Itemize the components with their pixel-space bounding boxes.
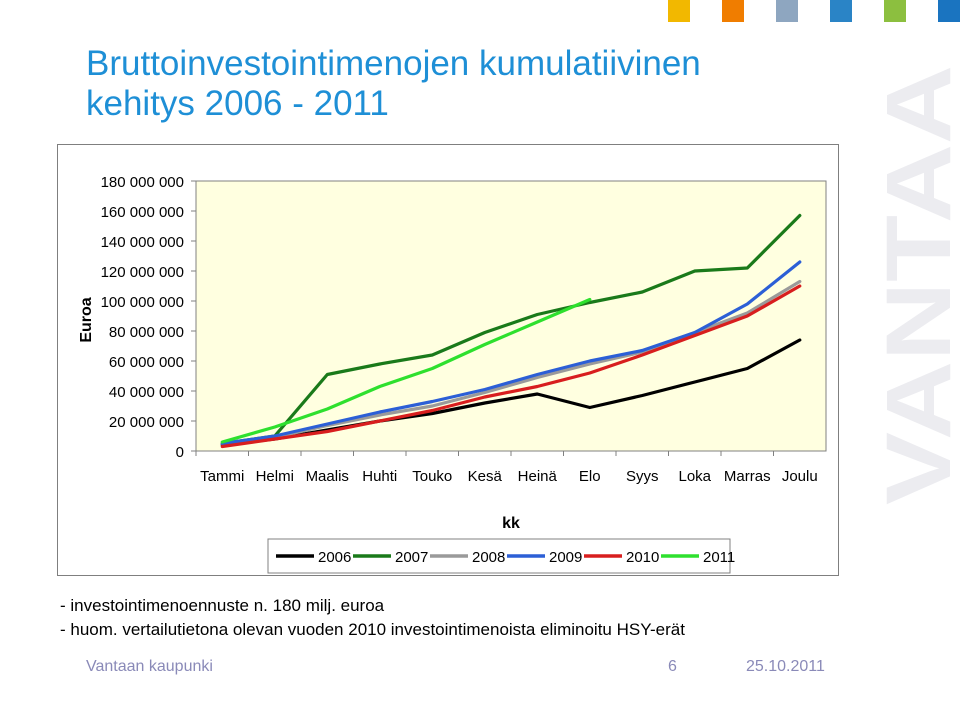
- chart-area: 0 20 000 000 40 000 000 60 000 000 80 000 00…: [57, 144, 839, 576]
- y-tick-label: 140 000 000: [101, 234, 184, 251]
- brand-square: [830, 0, 852, 22]
- x-tick-label: Touko: [412, 468, 452, 485]
- watermark-text: VANTAA: [872, 65, 960, 505]
- footer-page-number: 6: [668, 658, 677, 675]
- legend-label: 2008: [472, 549, 505, 566]
- y-axis-label: Euroa: [78, 297, 95, 342]
- y-tick-label: 120 000 000: [101, 264, 184, 281]
- brand-square: [884, 0, 906, 22]
- x-tick-label: Loka: [678, 468, 711, 485]
- x-tick-label: Marras: [724, 468, 771, 485]
- x-tick-label: Syys: [626, 468, 659, 485]
- legend-label: 2010: [626, 549, 659, 566]
- legend-label: 2009: [549, 549, 582, 566]
- x-tick-label: Huhti: [362, 468, 397, 485]
- y-tick-label: 60 000 000: [109, 354, 184, 371]
- notes: - investointimenoennuste n. 180 milj. eu…: [60, 594, 685, 642]
- x-tick-label: Elo: [579, 468, 601, 485]
- title-line-2: kehitys 2006 - 2011: [86, 84, 389, 123]
- y-tick-label: 180 000 000: [101, 174, 184, 191]
- x-tick-label: Maalis: [306, 468, 349, 485]
- y-tick-label: 0: [176, 444, 184, 461]
- title-line-1: Bruttoinvestointimenojen kumulatiivinen: [86, 44, 701, 83]
- footer-org: Vantaan kaupunki: [86, 658, 213, 675]
- legend-label: 2007: [395, 549, 428, 566]
- series-line-2010: [220, 284, 802, 449]
- x-tick-label: Joulu: [782, 468, 818, 485]
- x-tick-label: Helmi: [256, 468, 294, 485]
- x-tick-label: Kesä: [468, 468, 503, 485]
- y-tick-label: 20 000 000: [109, 414, 184, 431]
- x-tick-label: Tammi: [200, 468, 244, 485]
- footer-date: 25.10.2011: [746, 658, 825, 675]
- legend-label: 2006: [318, 549, 351, 566]
- x-axis-label: kk: [502, 515, 520, 532]
- brand-color-squares: [640, 0, 960, 24]
- series-line-2009: [220, 260, 802, 446]
- legend-box: [267, 538, 731, 574]
- vantaa-watermark-logo: VANTAA: [872, 65, 960, 505]
- brand-square: [722, 0, 744, 22]
- page-title: Bruttoinvestointimenojen kumulatiivinen …: [86, 44, 806, 124]
- x-tick-label: Heinä: [518, 468, 558, 485]
- plot-area: [195, 180, 827, 452]
- line-chart: 0 20 000 000 40 000 000 60 000 000 80 000 00…: [78, 174, 827, 574]
- y-tick-label: 40 000 000: [109, 384, 184, 401]
- y-tick-label: 100 000 000: [101, 294, 184, 311]
- series-line-2007: [220, 213, 802, 446]
- note-hsy: - huom. vertailutietona olevan vuoden 20…: [60, 620, 685, 639]
- note-forecast: - investointimenoennuste n. 180 milj. eu…: [60, 596, 385, 615]
- series-line-2011: [220, 297, 592, 444]
- brand-square: [668, 0, 690, 22]
- brand-square: [938, 0, 960, 22]
- brand-square: [776, 0, 798, 22]
- legend-label: 2011: [703, 549, 735, 566]
- y-tick-label: 80 000 000: [109, 324, 184, 341]
- y-tick-label: 160 000 000: [101, 204, 184, 221]
